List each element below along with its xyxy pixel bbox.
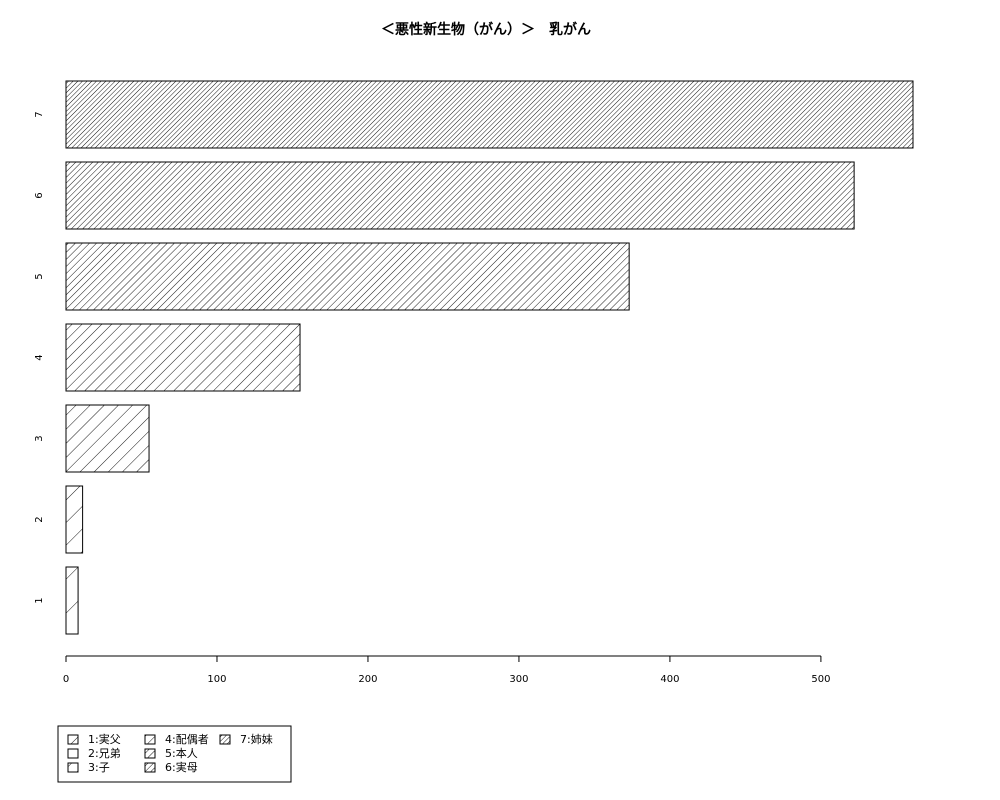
legend-label: 1:実父 [88,732,121,746]
legend-swatch [144,762,156,773]
category-label: 6 [34,192,45,198]
x-tick-label: 400 [660,674,679,685]
legend-swatch [219,734,231,745]
category-label: 1 [34,597,45,603]
legend-box [57,725,292,783]
category-label: 7 [34,111,45,117]
legend-label: 5:本人 [165,746,198,760]
legend-swatch [144,734,156,745]
x-axis: 0 100 200 300 400 500 [63,655,830,685]
bar-2 [65,485,84,554]
bar-4 [65,323,301,392]
category-label: 2 [34,516,45,522]
x-tick-label: 100 [207,674,226,685]
bar-3 [65,404,150,473]
bars-group [65,80,914,635]
legend-label: 7:姉妹 [240,732,273,746]
x-tick-label: 200 [358,674,377,685]
bar-6 [65,161,855,230]
category-label: 5 [34,273,45,279]
legend-label: 2:兄弟 [88,747,121,760]
x-tick-label: 500 [811,674,830,685]
category-label: 4 [34,354,45,360]
legend-label: 4:配偶者 [165,733,209,746]
legend-label: 3:子 [88,761,110,774]
legend-swatch [67,748,79,759]
x-tick-label: 300 [509,674,528,685]
category-label: 3 [34,435,45,441]
bar-7 [65,80,914,149]
legend-swatch [67,734,79,745]
chart-title: ＜悪性新生物（がん）＞ 乳がん [381,21,591,38]
legend-swatch [144,748,156,759]
legend-label: 6:実母 [165,760,198,774]
bar-5 [65,242,630,311]
legend-swatch [67,762,79,773]
category-labels-group: 1 2 3 4 5 6 7 [34,111,45,603]
x-tick-label: 0 [63,674,69,685]
bar-1 [65,566,79,635]
